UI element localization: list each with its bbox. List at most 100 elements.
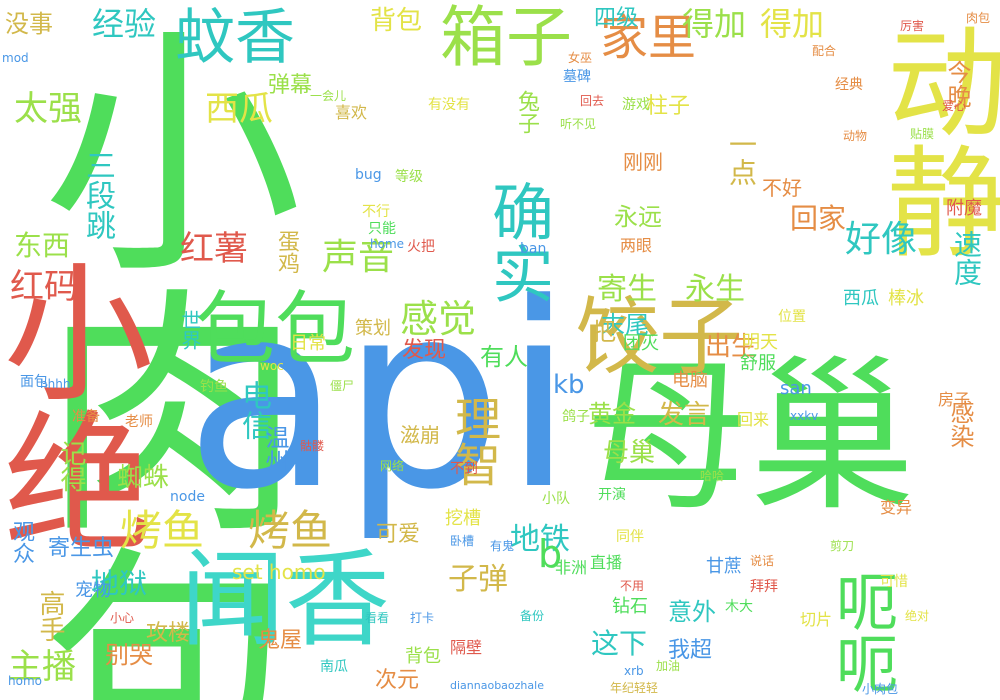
word-cloud-term: 可爱 xyxy=(376,522,421,547)
word-cloud-term: 高手 xyxy=(35,590,65,642)
word-cloud-term: 策划 xyxy=(355,318,391,339)
word-cloud-term: 可惜 xyxy=(880,574,908,590)
word-cloud-term: 东西 xyxy=(14,229,71,262)
word-cloud-term: b xyxy=(538,532,563,576)
word-cloud-term: 四级 xyxy=(594,6,639,31)
word-cloud-term: 没事 xyxy=(5,10,53,38)
word-cloud-term: 背包 xyxy=(370,6,423,36)
word-cloud-term: 好像 xyxy=(845,219,918,260)
word-cloud-term: 滋崩 xyxy=(400,423,440,447)
word-cloud-term: 厉害 xyxy=(900,19,925,33)
word-cloud-term: 切片 xyxy=(800,610,833,629)
word-cloud-term: 墓碑 xyxy=(563,69,591,85)
word-cloud-term: 我超 xyxy=(668,638,713,663)
word-cloud-term: 一会儿 xyxy=(310,89,347,103)
word-cloud-term: 小队 xyxy=(542,491,570,507)
word-cloud-term: 三段跳 xyxy=(80,150,115,240)
word-cloud-term: 剪刀 xyxy=(830,539,855,553)
word-cloud-term: 木大 xyxy=(725,599,753,615)
word-cloud-term: 不到 xyxy=(450,461,478,477)
word-cloud-term: 女巫 xyxy=(568,51,593,65)
word-cloud-term: ban xyxy=(520,241,547,257)
word-cloud-term: xrb xyxy=(624,664,644,678)
word-cloud-term: 小心 xyxy=(110,611,135,625)
word-cloud-term: 得加 xyxy=(760,5,825,43)
word-cloud-term: 网络 xyxy=(380,459,405,473)
word-cloud-term: api xyxy=(185,249,574,546)
word-cloud-term: 有人 xyxy=(480,343,528,371)
word-cloud-term: 小绝 xyxy=(0,255,152,555)
word-cloud-term: 蚊香 xyxy=(175,3,295,73)
word-cloud-term: 刚刚 xyxy=(623,150,663,174)
word-cloud-term: 确实 xyxy=(481,180,554,304)
word-cloud-term: diannaobaozhale xyxy=(450,679,544,692)
word-cloud-term: 一点 xyxy=(725,130,758,186)
word-cloud-term: 拜拜 xyxy=(750,579,778,595)
word-cloud-term: 动静 xyxy=(866,20,1000,260)
word-cloud-term: 南瓜 xyxy=(320,659,348,675)
word-cloud-term: 末尾 xyxy=(601,311,649,339)
word-cloud-term: 母巢 xyxy=(603,438,656,468)
word-cloud-term: xxkv xyxy=(790,409,819,423)
word-cloud-term: 感染 xyxy=(946,400,974,448)
word-cloud-term: 明天 xyxy=(742,332,778,353)
word-cloud-term: bug xyxy=(355,167,382,183)
word-cloud-term: 蛋鸡 xyxy=(274,230,299,274)
word-cloud-term: 鸽子 xyxy=(562,409,590,425)
word-cloud-term: 肉包 xyxy=(966,11,991,25)
word-cloud-term: 卧槽 xyxy=(450,534,475,548)
word-cloud-term: 爱心 xyxy=(942,99,967,113)
word-cloud-term: 今晚 xyxy=(943,60,971,108)
word-cloud-term: 鬼屋 xyxy=(258,628,303,653)
word-cloud-term: 温州 xyxy=(261,425,289,473)
word-cloud-term: 家里 xyxy=(600,10,697,66)
word-cloud-term: 这下 xyxy=(591,627,648,660)
word-cloud-term: 记得 xyxy=(56,440,86,492)
word-cloud-term: 地狱 xyxy=(91,567,148,600)
word-cloud-term: 烤鱼 xyxy=(120,506,205,555)
word-cloud-term: 年纪轻轻 xyxy=(610,681,659,695)
word-cloud-term: 别哭 xyxy=(105,641,153,669)
word-cloud-term: 背包 xyxy=(405,646,441,667)
word-cloud-term: kb xyxy=(553,370,585,400)
word-cloud-term: 说话 xyxy=(750,554,775,568)
word-cloud-term: 母巢 xyxy=(585,341,915,533)
word-cloud-term: 永生 xyxy=(685,272,745,307)
word-cloud-term: 把 xyxy=(592,318,616,346)
word-cloud-term: set homo xyxy=(232,560,326,584)
word-cloud-term: 动物 xyxy=(843,129,868,143)
word-cloud-term: 看看 xyxy=(365,611,390,625)
word-cloud-term: 直播 xyxy=(590,553,623,572)
word-cloud-term: 喜欢 xyxy=(335,103,368,122)
word-cloud-term: 位置 xyxy=(778,309,806,325)
word-cloud-term: 地铁 xyxy=(510,522,570,557)
word-cloud-term: 声音 xyxy=(322,237,395,278)
word-cloud-term: 红码 xyxy=(10,267,78,307)
word-cloud-term: 加油 xyxy=(656,659,681,673)
word-cloud-term: 次元 xyxy=(375,668,420,693)
word-cloud-term: 游戏 xyxy=(622,97,650,113)
word-cloud-term: 宠物 xyxy=(75,580,111,601)
word-cloud-term: 观众 xyxy=(9,520,34,564)
word-cloud-term: 火把 xyxy=(407,239,435,255)
word-cloud-term: 理智 xyxy=(448,395,502,487)
word-cloud-term: 有没有 xyxy=(428,97,470,113)
word-cloud-term: 钓鱼 xyxy=(200,379,228,395)
word-cloud-term: 隔壁 xyxy=(450,638,483,657)
word-cloud-term: 感觉 xyxy=(400,297,477,341)
word-cloud-term: 电脑 xyxy=(672,370,708,391)
word-cloud-term: 电信 xyxy=(236,380,271,440)
word-cloud-term: 闻香 xyxy=(180,539,391,661)
word-cloud-term: 日常 xyxy=(290,333,326,354)
word-cloud-term: 包包 xyxy=(195,283,355,376)
word-cloud-term: 回家 xyxy=(790,202,847,235)
word-cloud-term: 意外 xyxy=(668,598,716,626)
word-cloud-term: 有鬼 xyxy=(490,539,515,553)
word-cloud-term: 寄生虫 xyxy=(48,536,115,561)
word-cloud-term: 团灭 xyxy=(623,333,659,354)
word-cloud-term: mod xyxy=(2,51,29,65)
word-cloud-term: 出生 xyxy=(705,332,758,362)
word-cloud-term: 备份 xyxy=(520,609,545,623)
word-cloud-term: 西瓜 xyxy=(205,89,273,129)
